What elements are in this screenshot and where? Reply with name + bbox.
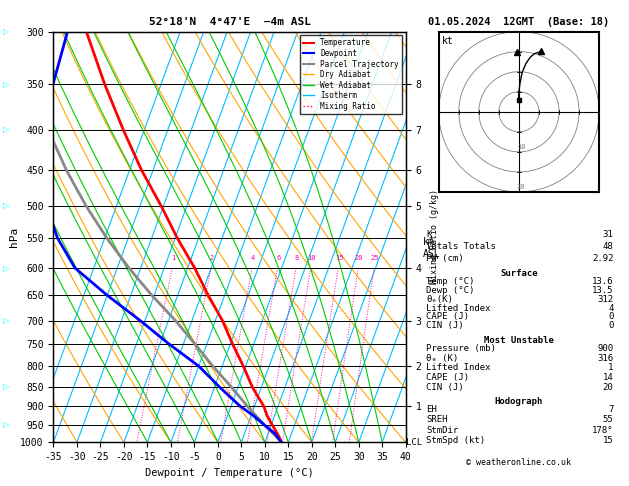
Text: 31: 31	[603, 230, 613, 239]
Legend: Temperature, Dewpoint, Parcel Trajectory, Dry Adiabat, Wet Adiabat, Isotherm, Mi: Temperature, Dewpoint, Parcel Trajectory…	[299, 35, 402, 114]
Text: 2.92: 2.92	[592, 254, 613, 262]
Text: CAPE (J): CAPE (J)	[426, 373, 469, 382]
Text: StmDir: StmDir	[426, 426, 459, 435]
Text: 20: 20	[355, 255, 364, 261]
Text: 15: 15	[603, 436, 613, 445]
Text: 1: 1	[171, 255, 175, 261]
Text: 01.05.2024  12GMT  (Base: 18): 01.05.2024 12GMT (Base: 18)	[428, 17, 610, 27]
Text: 7: 7	[608, 405, 613, 414]
Text: StmSpd (kt): StmSpd (kt)	[426, 436, 486, 445]
Text: 13.6: 13.6	[592, 278, 613, 286]
Text: ▷: ▷	[3, 27, 9, 36]
Text: 312: 312	[598, 295, 613, 304]
Y-axis label: km
ASL: km ASL	[423, 237, 440, 259]
Text: 55: 55	[603, 416, 613, 424]
Text: ▷: ▷	[3, 263, 9, 273]
Text: CIN (J): CIN (J)	[426, 383, 464, 392]
Y-axis label: hPa: hPa	[9, 227, 19, 247]
Text: ▷: ▷	[3, 382, 9, 391]
Text: 13.5: 13.5	[592, 286, 613, 295]
Text: PW (cm): PW (cm)	[426, 254, 464, 262]
Text: CIN (J): CIN (J)	[426, 321, 464, 330]
Text: 0: 0	[608, 312, 613, 321]
Text: 20: 20	[603, 383, 613, 392]
Text: LCL: LCL	[406, 438, 422, 447]
Text: Lifted Index: Lifted Index	[426, 304, 491, 312]
Text: SREH: SREH	[426, 416, 448, 424]
Text: ▷: ▷	[3, 316, 9, 325]
Text: © weatheronline.co.uk: © weatheronline.co.uk	[467, 458, 571, 467]
Text: CAPE (J): CAPE (J)	[426, 312, 469, 321]
Text: Pressure (mb): Pressure (mb)	[426, 344, 496, 353]
Text: 1: 1	[608, 364, 613, 372]
Text: ▷: ▷	[3, 420, 9, 429]
Text: Dewp (°C): Dewp (°C)	[426, 286, 475, 295]
Text: Hodograph: Hodograph	[495, 397, 543, 406]
Text: 10: 10	[308, 255, 316, 261]
X-axis label: Dewpoint / Temperature (°C): Dewpoint / Temperature (°C)	[145, 468, 314, 478]
Text: 900: 900	[598, 344, 613, 353]
Text: EH: EH	[426, 405, 437, 414]
Text: 25: 25	[370, 255, 379, 261]
Text: 316: 316	[598, 354, 613, 363]
Text: Temp (°C): Temp (°C)	[426, 278, 475, 286]
Text: 10: 10	[516, 144, 525, 150]
Text: 52°18'N  4°47'E  −4m ASL: 52°18'N 4°47'E −4m ASL	[148, 17, 311, 27]
Text: Surface: Surface	[500, 269, 538, 278]
Text: Totals Totals: Totals Totals	[426, 242, 496, 251]
Text: 178°: 178°	[592, 426, 613, 435]
Text: 4: 4	[608, 304, 613, 312]
Text: 15: 15	[335, 255, 343, 261]
Text: Most Unstable: Most Unstable	[484, 336, 554, 345]
Text: θₑ (K): θₑ (K)	[426, 354, 459, 363]
Text: 8: 8	[295, 255, 299, 261]
Text: ▷: ▷	[3, 201, 9, 210]
Text: ▷: ▷	[3, 125, 9, 134]
Text: 0: 0	[608, 321, 613, 330]
Text: 2: 2	[210, 255, 214, 261]
Text: 20: 20	[516, 184, 525, 190]
Text: K: K	[426, 230, 431, 239]
Text: ▷: ▷	[3, 80, 9, 88]
Text: 48: 48	[603, 242, 613, 251]
Text: 14: 14	[603, 373, 613, 382]
Text: Lifted Index: Lifted Index	[426, 364, 491, 372]
Text: 6: 6	[276, 255, 281, 261]
Text: kt: kt	[442, 36, 454, 46]
Text: Mixing Ratio (g/kg): Mixing Ratio (g/kg)	[430, 190, 438, 284]
Text: 4: 4	[251, 255, 255, 261]
Text: θₑ(K): θₑ(K)	[426, 295, 454, 304]
